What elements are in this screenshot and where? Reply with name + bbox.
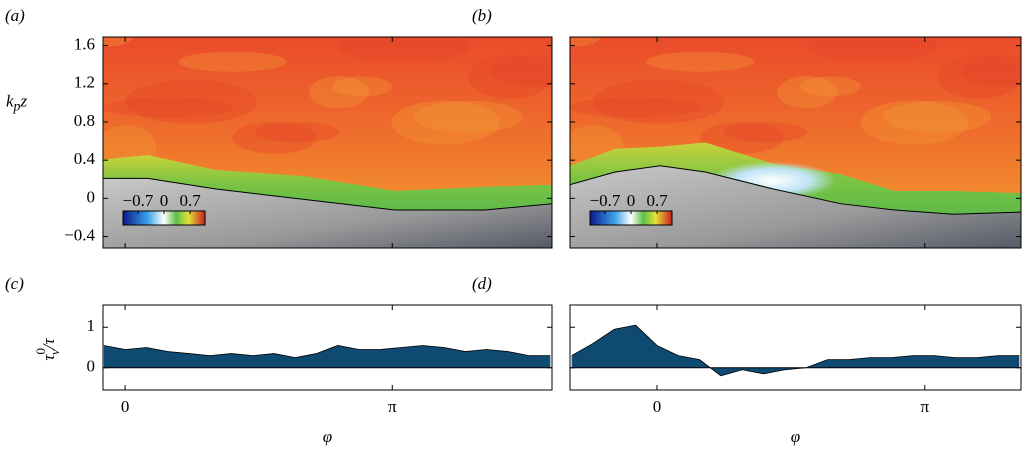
y-tick-label: 1.6 (74, 34, 95, 53)
area-fill (571, 325, 1020, 376)
eddy (777, 76, 838, 109)
eddy (800, 76, 861, 97)
surface-line (103, 177, 552, 211)
x-axis-label: φ (791, 427, 800, 446)
eddy (491, 55, 552, 88)
panel-label: (d) (472, 274, 492, 293)
eddy (391, 100, 500, 145)
eddy (232, 121, 317, 154)
y-tick-label: 0 (87, 187, 96, 206)
colorbar-tick-label: −0.7 (122, 191, 153, 210)
axes-frame (569, 304, 1022, 391)
panel: (d) φ 0 π (472, 274, 1022, 446)
eddy (570, 97, 702, 118)
eddy (178, 51, 287, 72)
colorbar-tick-label: 0 (627, 191, 636, 210)
eddy (124, 79, 257, 124)
colorbar-tick-label: 0 (160, 191, 169, 210)
eddy (468, 54, 552, 99)
y-label-part: k (6, 91, 14, 110)
y-label-part: ν (47, 349, 62, 355)
x-tick-label: π (388, 397, 397, 416)
y-axis-label: kpz (6, 91, 28, 114)
area-fill (103, 345, 551, 368)
panel: (a) −0.7 0 0.7 −0.4 0 0.4 0.8 1.2 1.6 kpz (5, 6, 553, 249)
panel-label: (c) (5, 274, 24, 293)
eddy (723, 122, 808, 143)
area-outline (103, 345, 551, 359)
eddy (646, 51, 755, 72)
y-tick-label: 0 (87, 357, 96, 376)
axes-frame (569, 36, 1022, 249)
eddy (960, 55, 1021, 88)
area-outline (571, 324, 1020, 377)
eddy (806, 37, 939, 63)
eddy (883, 100, 992, 133)
axes-frame (102, 304, 553, 391)
eddy (592, 79, 725, 124)
y-label-part: p (13, 100, 21, 115)
eddy (103, 97, 234, 118)
y-tick-label: 1 (87, 316, 96, 335)
field (103, 37, 552, 248)
axes-frame (102, 36, 553, 249)
shear-layer (103, 155, 552, 211)
x-tick-label: 0 (653, 397, 662, 416)
eddy (937, 54, 1021, 99)
colorbar-tick-label: 0.7 (646, 191, 668, 210)
colorbar-tick-label: −0.7 (589, 191, 620, 210)
water (570, 165, 1021, 248)
x-tick-label: 0 (121, 397, 130, 416)
y-label-part: 0 (33, 348, 48, 355)
y-tick-label: 0.8 (74, 111, 95, 130)
surface-line (570, 165, 1021, 215)
panel-label: (a) (5, 6, 25, 25)
eddy (337, 37, 470, 63)
eddy (255, 122, 340, 143)
y-axis-label: τ0ν/τ (33, 337, 62, 360)
x-tick-label: π (921, 397, 930, 416)
eddy (700, 121, 785, 154)
panel-label: (b) (472, 6, 492, 25)
eddy (332, 76, 393, 97)
y-label-part: z (20, 91, 28, 110)
y-label-part: τ (39, 354, 58, 361)
x-axis-label: φ (323, 427, 332, 446)
water (103, 178, 552, 248)
eddy (414, 100, 523, 133)
colorbar-tick-label: 0.7 (179, 191, 201, 210)
eddy (860, 100, 969, 145)
panel: (b) −0.7 0 0.7 (472, 6, 1022, 249)
y-label-part: /τ (39, 337, 58, 350)
y-tick-label: 0.4 (74, 149, 96, 168)
y-tick-label: 1.2 (74, 73, 95, 92)
eddy (570, 37, 600, 47)
eddy (309, 76, 370, 109)
y-tick-label: −0.4 (64, 225, 95, 244)
